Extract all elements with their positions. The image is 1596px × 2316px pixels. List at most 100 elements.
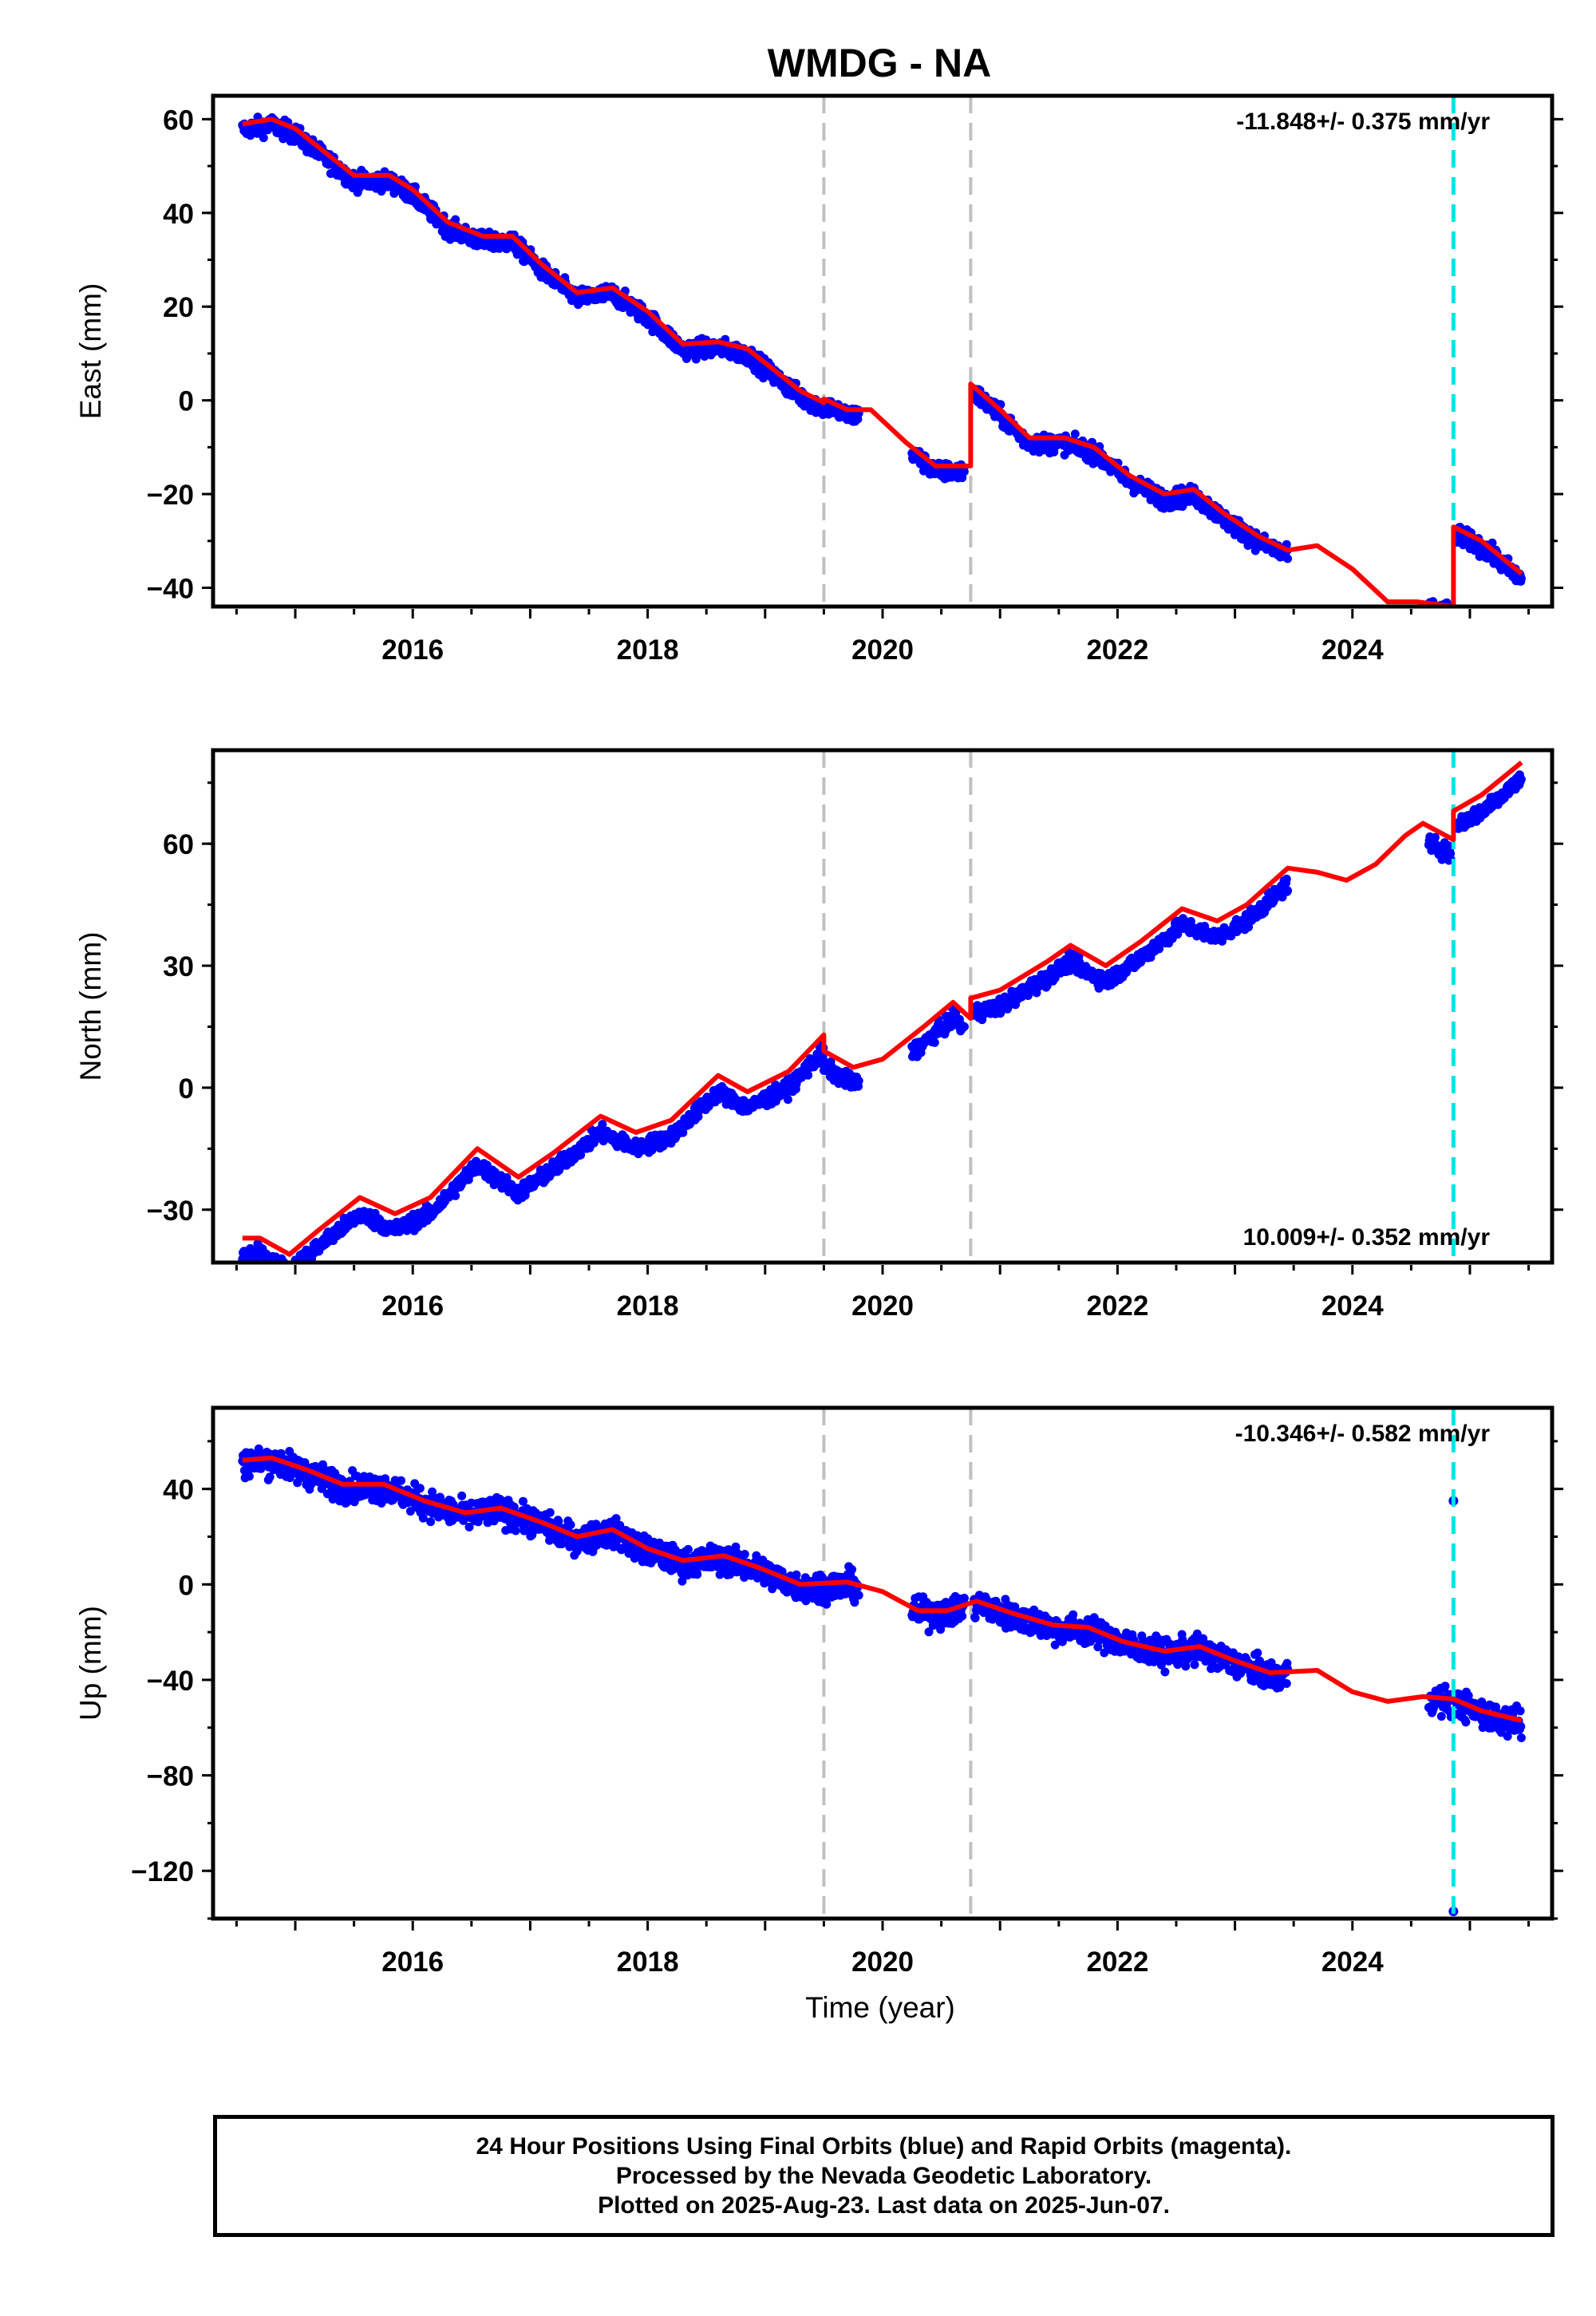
data-point: [290, 1267, 298, 1275]
data-point: [1430, 612, 1439, 621]
data-point: [1436, 611, 1445, 619]
plot-area-up: [238, 1408, 1526, 1919]
data-points-east: [238, 113, 1526, 621]
data-point: [598, 1120, 607, 1129]
data-point: [244, 1472, 254, 1481]
y-tick-label: 0: [179, 386, 194, 417]
data-point: [509, 1502, 519, 1512]
data-point: [275, 1265, 283, 1274]
data-point: [428, 1487, 437, 1496]
y-tick-label: 20: [163, 292, 194, 323]
data-point: [293, 1264, 302, 1273]
data-point: [284, 1273, 293, 1282]
data-point: [280, 1269, 289, 1278]
data-point: [457, 1491, 467, 1500]
data-point: [285, 1267, 294, 1275]
data-point: [282, 1267, 291, 1275]
data-point: [451, 1191, 460, 1200]
data-point: [254, 1444, 263, 1453]
data-point: [557, 1539, 567, 1549]
data-point: [1430, 608, 1439, 617]
data-point: [1440, 608, 1448, 617]
x-tick-label: 2024: [1321, 1290, 1384, 1322]
data-point: [511, 1526, 520, 1535]
y-axis-label-north: North (mm): [74, 931, 107, 1081]
x-tick-label: 2016: [381, 634, 444, 666]
chart-title: WMDG - NA: [768, 41, 992, 85]
data-point: [418, 1513, 428, 1523]
data-point: [1435, 609, 1444, 618]
data-point: [265, 1472, 275, 1482]
data-point: [318, 1460, 327, 1469]
data-point: [804, 1070, 813, 1080]
data-point: [259, 133, 268, 143]
x-tick-label: 2022: [1086, 1290, 1148, 1322]
data-point: [283, 1265, 292, 1274]
data-points-north: [238, 770, 1526, 1282]
model-line-east: [242, 117, 1523, 607]
data-point: [282, 1264, 290, 1273]
data-point: [275, 1263, 284, 1272]
panel-east: 2016 2018 2020 2022 2024 60 40 20 0 −20 −40 East (m…: [74, 93, 1563, 666]
x-tick-label: 2018: [617, 1290, 679, 1322]
y-tick-label: −40: [147, 574, 194, 605]
data-point: [1441, 612, 1450, 621]
data-point: [545, 1508, 555, 1517]
data-point: [783, 1095, 792, 1105]
data-point: [1070, 429, 1080, 439]
panels-group: 2016 2018 2020 2022 2024 60 40 20 0 −20 −40 East (m…: [74, 93, 1563, 1978]
data-point: [527, 1530, 537, 1539]
data-point: [1283, 886, 1293, 895]
data-point: [566, 1520, 575, 1530]
x-tick-label: 2018: [617, 634, 679, 666]
data-point: [854, 1076, 863, 1085]
data-point: [693, 1112, 703, 1121]
data-point: [959, 467, 969, 476]
data-point: [293, 1478, 302, 1488]
data-point: [279, 1269, 287, 1278]
data-point: [278, 1269, 286, 1278]
x-tick-label: 2020: [851, 634, 914, 666]
data-point: [276, 1448, 286, 1458]
data-point: [1282, 874, 1291, 883]
data-point: [1437, 608, 1446, 617]
plot-frame-north: [211, 748, 1555, 1265]
data-point: [426, 1517, 436, 1527]
y-tick-label: −20: [147, 480, 194, 511]
x-tick-label: 2016: [381, 1290, 444, 1322]
y-axis-label-east: East (mm): [74, 283, 107, 420]
data-point: [405, 1507, 415, 1516]
data-point: [1283, 554, 1293, 563]
data-point: [930, 1037, 939, 1047]
data-point: [1444, 609, 1453, 618]
y-tick-label: 30: [163, 951, 194, 982]
x-tick-label: 2024: [1321, 634, 1384, 666]
y-tick-label: 60: [163, 105, 194, 136]
x-tick-label: 2020: [851, 1290, 914, 1322]
data-point: [959, 1022, 969, 1031]
velocity-label-east: -11.848+/- 0.375 mm/yr: [1236, 109, 1490, 135]
y-tick-label: 40: [163, 199, 194, 230]
data-point: [1516, 775, 1526, 784]
data-point: [615, 1520, 625, 1530]
data-point: [281, 1267, 290, 1275]
data-point: [1439, 609, 1448, 618]
y-tick-label: −30: [147, 1196, 194, 1227]
plot-area-north: [238, 750, 1526, 1282]
data-point: [1433, 611, 1442, 620]
plot-frame-east: [211, 93, 1555, 609]
velocity-label-north: 10.009+/- 0.352 mm/yr: [1243, 1224, 1491, 1251]
x-tick-label: 2022: [1086, 634, 1148, 666]
data-point: [1428, 610, 1437, 619]
data-point: [1516, 574, 1526, 583]
data-point: [415, 1484, 425, 1493]
y-tick-label: 0: [179, 1073, 194, 1105]
data-point: [464, 1522, 474, 1531]
data-point: [519, 1496, 527, 1506]
data-point: [1445, 611, 1454, 619]
data-point: [554, 1516, 563, 1526]
data-point: [1244, 923, 1254, 932]
